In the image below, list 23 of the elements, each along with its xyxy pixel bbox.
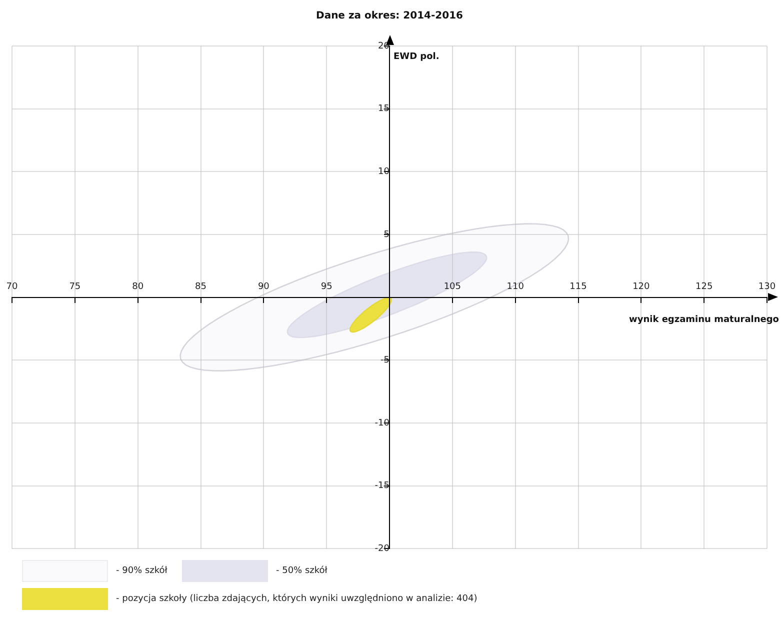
x-tick-label: 125 [695,282,713,292]
y-axis-title: EWD pol. [394,52,440,62]
y-tick-label: 10 [378,166,390,177]
x-tick-label: 95 [320,282,332,292]
x-tick-label: 120 [632,282,650,292]
text: - 90% szkół [116,566,168,576]
y-tick-label: 15 [378,104,390,114]
x-tick-label: 90 [258,282,270,292]
y-tick-label: -15 [374,481,390,492]
x-tick-label: 115 [570,282,587,292]
x-tick-label: 80 [132,282,144,292]
x-tick-label: 70 [6,282,18,292]
x-tick-label: 75 [69,282,81,292]
y-tick-label: -20 [374,544,390,554]
x-tick-label: 105 [444,282,462,292]
x-tick-label: 110 [506,282,524,292]
chart-title: Dane za okres: 2014-2016 [316,10,464,22]
text: - 50% szkół [276,566,328,576]
x-axis-title: wynik egzaminu maturalnego [629,315,779,326]
y-tick-label: -10 [374,418,390,428]
x-tick-label: 85 [195,282,206,292]
x-tick-label: 130 [758,282,776,292]
text: - pozycja szkoły (liczba zdających, których wyniki uwzględniono w analizie: 404) [116,594,478,604]
